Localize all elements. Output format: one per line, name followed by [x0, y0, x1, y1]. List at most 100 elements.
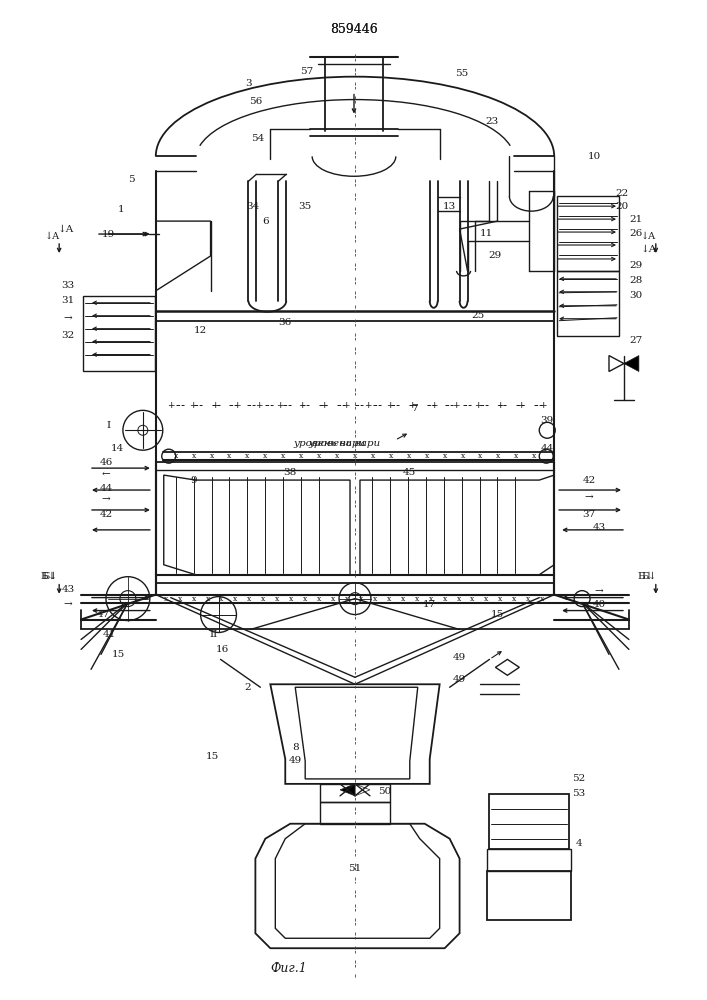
- Text: →: →: [595, 587, 603, 596]
- Text: 20: 20: [615, 202, 629, 211]
- Text: x: x: [192, 595, 196, 603]
- Text: x: x: [331, 595, 335, 603]
- Text: 33: 33: [62, 281, 75, 290]
- Text: +: +: [211, 401, 218, 410]
- Text: 10: 10: [588, 152, 601, 161]
- Text: 49: 49: [453, 675, 466, 684]
- Text: x: x: [303, 595, 308, 603]
- Text: 43: 43: [592, 523, 606, 532]
- Text: →: →: [64, 314, 73, 323]
- Text: 47: 47: [96, 610, 110, 619]
- Text: 36: 36: [279, 318, 292, 327]
- Bar: [487, 849, 571, 871]
- Text: 42: 42: [583, 476, 596, 485]
- Text: x: x: [387, 595, 391, 603]
- Text: 7: 7: [411, 404, 418, 413]
- Text: 26: 26: [629, 229, 643, 238]
- Text: 44: 44: [541, 444, 554, 453]
- Text: x: x: [540, 595, 544, 603]
- Text: ←: ←: [102, 471, 110, 480]
- Text: 9: 9: [190, 476, 197, 485]
- Text: x: x: [389, 452, 393, 460]
- Text: 41: 41: [103, 630, 115, 639]
- Text: Б↓: Б↓: [42, 572, 58, 581]
- Text: x: x: [526, 595, 530, 603]
- Text: +: +: [167, 401, 175, 410]
- Text: →: →: [585, 494, 593, 503]
- Bar: [320, 802, 390, 824]
- Text: 34: 34: [246, 202, 259, 211]
- Text: 56: 56: [249, 97, 262, 106]
- Text: x: x: [470, 595, 474, 603]
- Text: 32: 32: [62, 331, 75, 340]
- Text: 42: 42: [100, 510, 112, 519]
- Text: x: x: [373, 595, 377, 603]
- Text: x: x: [443, 595, 447, 603]
- Text: 30: 30: [629, 291, 643, 300]
- Text: x: x: [514, 452, 518, 460]
- Text: x: x: [228, 452, 232, 460]
- Text: I: I: [107, 421, 111, 430]
- Text: 859446: 859446: [330, 23, 378, 36]
- Text: 50: 50: [378, 787, 392, 796]
- Text: 8: 8: [292, 743, 298, 752]
- Bar: [557, 271, 619, 336]
- Text: +: +: [233, 401, 240, 410]
- Text: +: +: [496, 401, 503, 410]
- Text: x: x: [370, 452, 375, 460]
- Text: 13: 13: [443, 202, 456, 211]
- Bar: [320, 784, 390, 802]
- Text: 31: 31: [62, 296, 75, 305]
- Bar: [489, 794, 569, 849]
- Text: 45: 45: [403, 468, 416, 477]
- Text: x: x: [206, 595, 210, 603]
- Text: 11: 11: [480, 229, 493, 238]
- Text: +: +: [364, 401, 372, 410]
- Text: x: x: [209, 452, 214, 460]
- Text: x: x: [263, 452, 267, 460]
- Text: 14: 14: [110, 444, 124, 453]
- Text: +: +: [320, 401, 328, 410]
- Text: ↓A: ↓A: [641, 232, 656, 241]
- Text: x: x: [457, 595, 461, 603]
- Text: →: →: [102, 495, 110, 504]
- Text: 29: 29: [629, 261, 643, 270]
- Text: 27: 27: [629, 336, 643, 345]
- Polygon shape: [624, 356, 639, 372]
- Polygon shape: [340, 784, 355, 796]
- Text: x: x: [460, 452, 464, 460]
- Text: 55: 55: [455, 69, 468, 78]
- Text: x: x: [192, 452, 196, 460]
- Text: Фиг.1: Фиг.1: [270, 962, 307, 975]
- Text: x: x: [233, 595, 238, 603]
- Text: +: +: [539, 401, 547, 410]
- Text: 16: 16: [216, 645, 229, 654]
- Text: x: x: [345, 595, 349, 603]
- Text: →: →: [64, 600, 73, 609]
- Text: ↓A: ↓A: [58, 225, 74, 234]
- Text: x: x: [532, 452, 537, 460]
- Text: x: x: [443, 452, 447, 460]
- Text: x: x: [275, 595, 279, 603]
- Text: 2: 2: [244, 683, 251, 692]
- Text: 49: 49: [288, 756, 302, 765]
- Text: 15: 15: [206, 752, 219, 761]
- Text: 52: 52: [573, 774, 585, 783]
- Text: x: x: [414, 595, 419, 603]
- Text: 15: 15: [111, 650, 124, 659]
- Text: 43: 43: [62, 585, 75, 594]
- Text: +: +: [298, 401, 306, 410]
- Text: x: x: [513, 595, 517, 603]
- Text: x: x: [174, 452, 178, 460]
- Text: 28: 28: [629, 276, 643, 285]
- Text: +: +: [386, 401, 394, 410]
- Text: x: x: [281, 452, 286, 460]
- Text: 35: 35: [298, 202, 312, 211]
- Text: 21: 21: [629, 215, 643, 224]
- Text: x: x: [425, 452, 429, 460]
- Text: x: x: [353, 452, 357, 460]
- Text: 17: 17: [423, 600, 436, 609]
- Text: x: x: [261, 595, 266, 603]
- Text: +: +: [189, 401, 197, 410]
- Bar: [557, 196, 619, 271]
